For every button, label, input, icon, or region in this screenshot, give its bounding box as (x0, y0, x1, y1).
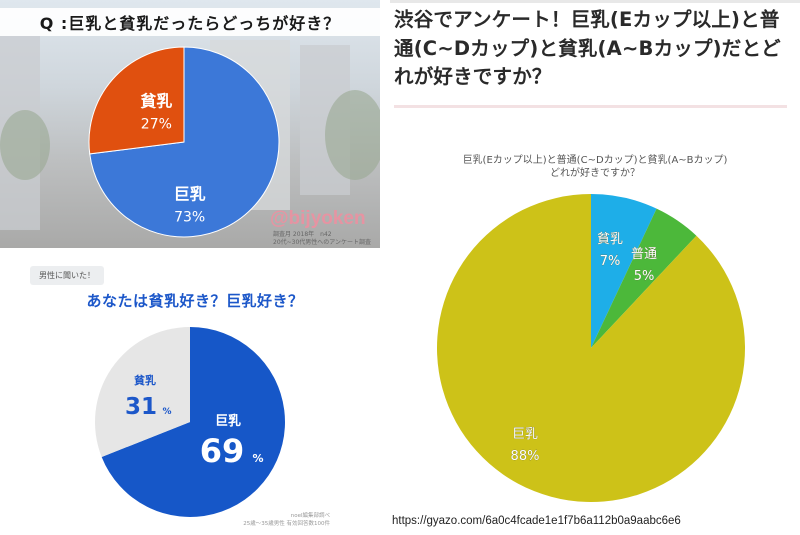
slice-category-label: 貧乳 (140, 92, 172, 111)
chart-title-line: どれが好きですか？ (550, 168, 640, 179)
footnote-line: 20代~30代男性へのアンケート調査 (273, 239, 372, 246)
footnote-line: 調査月 2018年 n42 (273, 231, 332, 238)
divider (394, 105, 787, 108)
background-tree (325, 90, 380, 180)
pie-slice-kyonyu (436, 194, 745, 502)
article-headline: 渋谷でアンケート！巨乳(Eカップ以上)と普通(C~Dカップ)と貧乳(A~Bカップ… (394, 8, 781, 88)
slice-value-label: 31 (125, 394, 157, 420)
slice-category-label: 普通 (631, 247, 657, 262)
pie-chart: 巨乳 73% 貧乳 27% (88, 46, 280, 238)
percent-unit: % (252, 452, 263, 465)
pie-slice-kyonyu (101, 327, 286, 517)
slice-category-label: 巨乳 (174, 184, 206, 203)
survey-badge: 男性に聞いた！ (30, 266, 104, 285)
chart-title: 巨乳(Eカップ以上)と普通(C~Dカップ)と貧乳(A~Bカップ) どれが好きです… (390, 154, 800, 180)
pie-chart: 貧乳 7% 普通 5% 巨乳 88% (436, 194, 745, 502)
slice-category-label: 貧乳 (134, 373, 156, 387)
pie-slice-hinnyu (591, 194, 657, 348)
slice-category-label: 巨乳 (512, 427, 538, 442)
article-panel: 渋谷でアンケート！巨乳(Eカップ以上)と普通(C~Dカップ)と貧乳(A~Bカップ… (390, 0, 800, 535)
footnote-line: noel編集部調べ (290, 513, 330, 519)
pie-slice-hinnyu (94, 327, 190, 457)
slice-value-label: 27% (141, 117, 172, 133)
pie-chart: 巨乳 69 % 貧乳 31% (94, 327, 286, 517)
pie-slice-hinnyu (88, 46, 185, 155)
source-link[interactable]: https://gyazo.com/6a0c4fcade1e1f7b6a112b… (392, 515, 681, 527)
slice-value-label: 69 (200, 432, 245, 470)
slice-value-label: 73% (174, 209, 205, 225)
chart-panel-bijyoken: Q :巨乳と貧乳だったらどっちが好き？ 巨乳 73% 貧乳 27% @bijyoken… (0, 0, 380, 248)
footnote: 調査月 2018年 n42 20代~30代男性へのアンケート調査 (273, 231, 371, 247)
chart-panel-noel: 男性に聞いた！ あなたは貧乳好き？巨乳好き？ 巨乳 69% 貧乳 31% noel編集… (0, 252, 390, 535)
chart-title: あなたは貧乳好き？巨乳好き？ (86, 292, 304, 310)
slice-value-label: 7% (600, 254, 621, 269)
percent-unit: % (162, 407, 171, 417)
pie-slice-futsu (591, 208, 697, 348)
footnote: noel編集部調べ 25歳〜35歳男性 有効回答数100件 (243, 512, 330, 528)
slice-value-label: 5% (634, 269, 655, 284)
chart-title-line: 巨乳(Eカップ以上)と普通(C~Dカップ)と貧乳(A~Bカップ) (462, 155, 728, 166)
watermark: @bijyoken (270, 208, 366, 229)
chart-title: Q :巨乳と貧乳だったらどっちが好き？ (0, 8, 380, 36)
slice-category-label: 貧乳 (597, 232, 623, 247)
background-tree (0, 110, 50, 180)
slice-value-label: 88% (511, 449, 540, 464)
divider (390, 0, 800, 3)
slice-category-label: 巨乳 (215, 413, 241, 429)
footnote-line: 25歳〜35歳男性 有効回答数100件 (243, 521, 330, 527)
